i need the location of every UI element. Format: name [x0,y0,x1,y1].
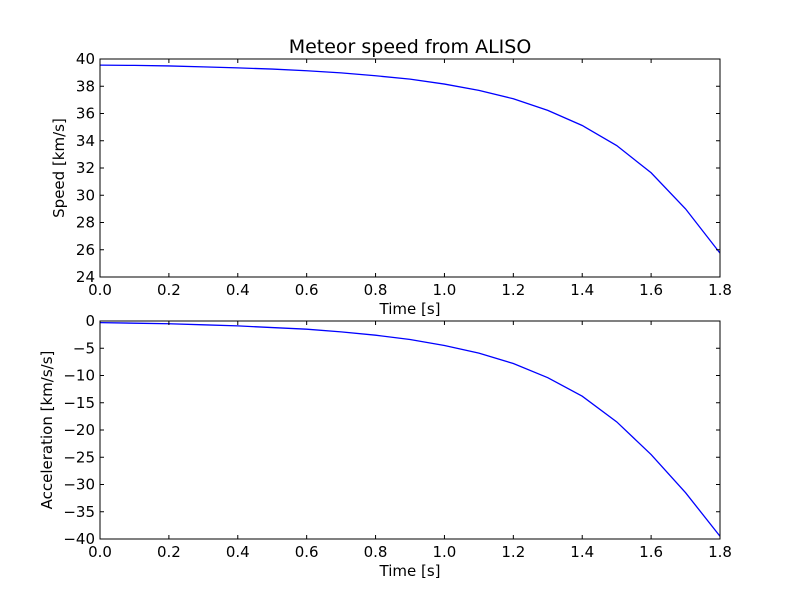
x-tick-label: 1.6 [639,543,663,561]
y-tick-label: 34 [76,132,95,150]
y-tick-label: −5 [73,339,95,357]
series-line [99,64,721,254]
x-tick-label: 1.8 [708,281,732,299]
y-tick-label: −20 [63,421,95,439]
y-tick-label: −35 [63,503,95,521]
y-tick-label: 32 [76,159,95,177]
y-tick-label: 0 [85,312,95,330]
x-tick-label: 1.2 [501,281,525,299]
x-tick-label: 0.4 [226,281,250,299]
y-tick-label: 26 [76,241,95,259]
y-tick-label: 30 [76,186,95,204]
x-tick-label: 1.4 [570,281,594,299]
y-tick-label: −15 [63,394,95,412]
y-tick-label: −25 [63,448,95,466]
x-tick-label: 1.6 [639,281,663,299]
x-tick-label: 0.0 [88,543,112,561]
x-axis-label: Time [s] [379,562,441,580]
chart-title: Meteor speed from ALISO [289,36,532,58]
x-tick-label: 1.2 [501,543,525,561]
x-tick-label: 0.0 [88,281,112,299]
acceleration-plot-area: 0.0 0.2 0.4 0.6 0.8 1.0 1.2 1.4 1.6 1.8 0 −5 −10 −15 −… [63,312,732,561]
y-tick-label: 40 [76,50,95,68]
x-tick-label: 0.2 [157,543,181,561]
x-tick-label: 0.4 [226,543,250,561]
x-tick-label: 0.8 [364,281,388,299]
y-tick-label: −30 [63,476,95,494]
y-tick-label: 36 [76,105,95,123]
x-tick-label: 1.0 [433,543,457,561]
x-tick-label: 0.8 [364,543,388,561]
x-tick-label: 0.6 [295,281,319,299]
y-tick-label: 38 [76,77,95,95]
y-tick-label: 28 [76,214,95,232]
y-axis-label: Speed [km/s] [50,118,68,218]
series-line [99,321,721,537]
x-tick-label: 0.2 [157,281,181,299]
x-tick-label: 0.6 [295,543,319,561]
x-tick-label: 1.8 [708,543,732,561]
acceleration-chart: 0.0 0.2 0.4 0.6 0.8 1.0 1.2 1.4 1.6 1.8 0 −5 −10 −15 −… [38,312,732,580]
speed-plot-area: 0.0 0.2 0.4 0.6 0.8 1.0 1.2 1.4 1.6 1.8 24 26 28 30 32… [76,50,732,299]
y-tick-label: −40 [63,530,95,548]
y-axis-label: Acceleration [km/s/s] [38,351,56,510]
y-tick-label: −10 [63,367,95,385]
y-tick-label: 24 [76,268,95,286]
x-axis-label: Time [s] [379,300,441,318]
x-tick-label: 1.4 [570,543,594,561]
plot-frame [99,320,721,540]
speed-chart: Meteor speed from ALISO 0.0 0.2 0.4 0.6 0.8 1… [50,36,732,318]
plot-frame [99,58,721,278]
x-tick-label: 1.0 [433,281,457,299]
